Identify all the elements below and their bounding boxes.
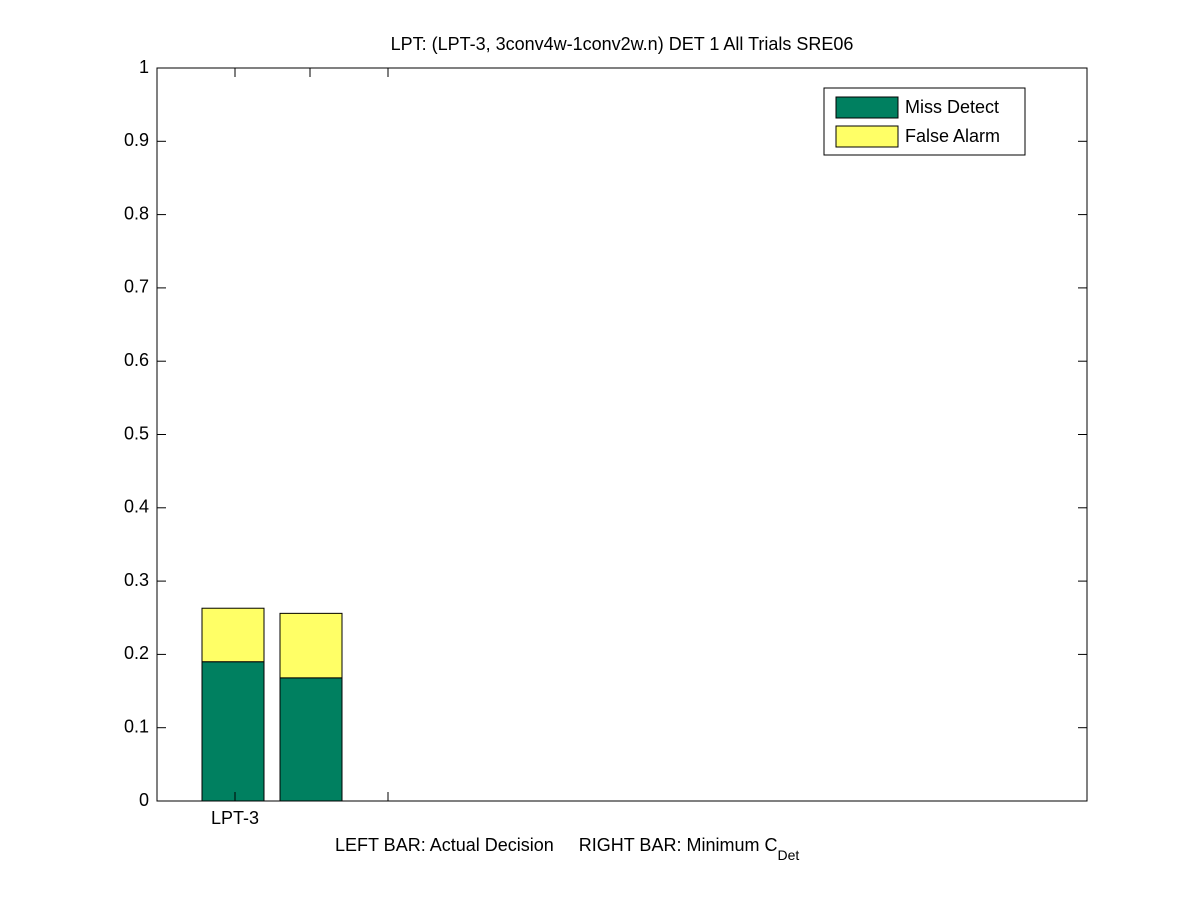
y-tick-label: 0.8 [124,203,149,223]
x-axis-label-text: LEFT BAR: Actual Decision RIGHT BAR: Min… [335,835,777,855]
y-tick-label: 0.7 [124,277,149,297]
chart-title: LPT: (LPT-3, 3conv4w-1conv2w.n) DET 1 Al… [391,34,854,54]
x-axis-label-subscript: Det [777,847,799,863]
y-tick-label: 0.5 [124,423,149,443]
x-axis-label: LEFT BAR: Actual Decision RIGHT BAR: Min… [335,835,799,863]
legend-label: Miss Detect [905,97,999,117]
legend-swatch [835,125,899,148]
bar-segment [279,677,343,802]
y-tick-label: 0.4 [124,497,149,517]
bar-segment [279,612,343,679]
y-tick-label: 0.9 [124,130,149,150]
y-tick-label: 0.2 [124,643,149,663]
y-tick-label: 0.3 [124,570,149,590]
bar-segment [201,607,265,663]
y-tick-label: 1 [139,57,149,77]
y-tick-label: 0.6 [124,350,149,370]
y-tick-label: 0 [139,790,149,810]
legend-swatch [835,96,899,119]
x-tick-label: LPT-3 [211,808,259,828]
legend-label: False Alarm [905,126,1000,146]
bar-segment [201,661,265,802]
y-tick-label: 0.1 [124,716,149,736]
